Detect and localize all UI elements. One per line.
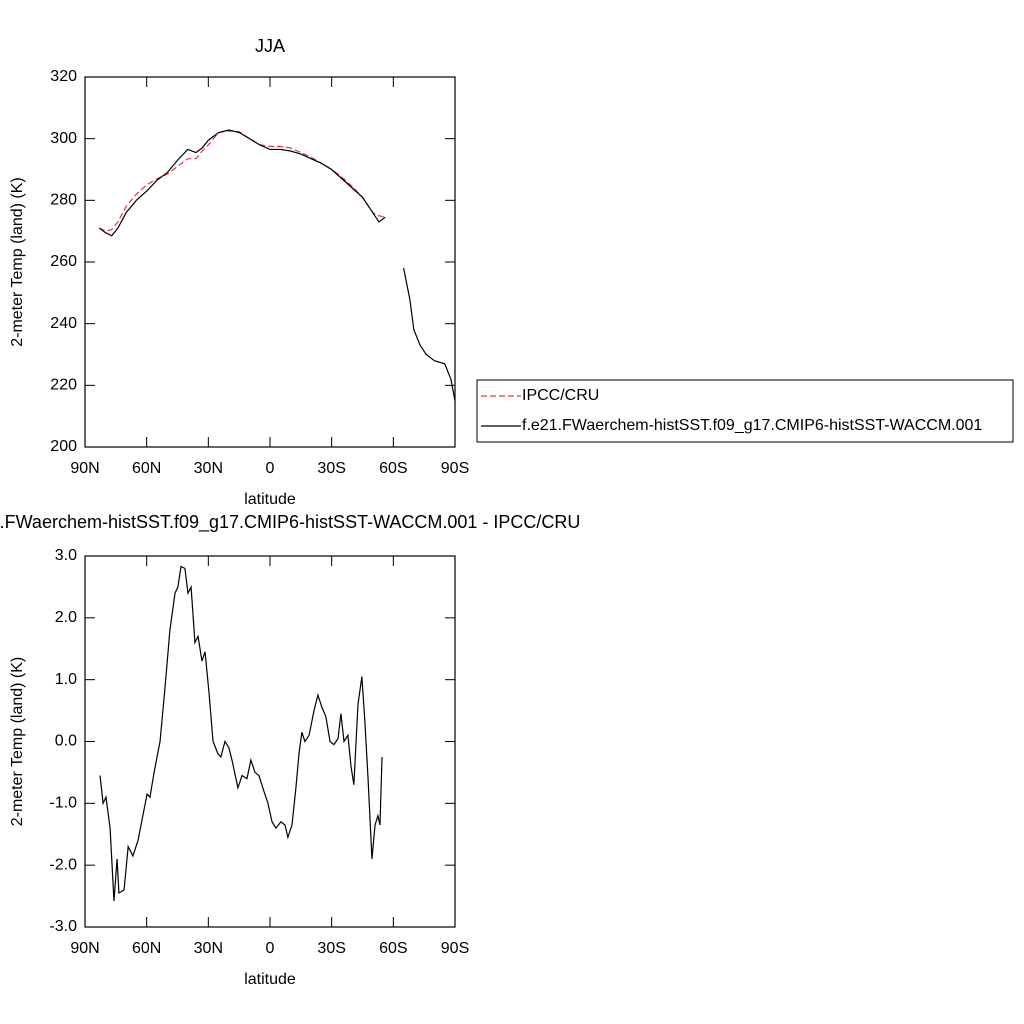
y-tick-label: 220 — [50, 377, 77, 394]
y-tick-label: 300 — [50, 130, 77, 147]
x-tick-label: 90N — [70, 940, 99, 957]
x-tick-label: 60S — [379, 940, 407, 957]
y-tick-label: 1.0 — [55, 671, 77, 688]
legend-box — [476, 379, 1014, 443]
x-tick-label: 0 — [266, 460, 275, 477]
y-tick-label: 320 — [50, 68, 77, 85]
data-line — [99, 130, 386, 232]
plot-frame — [84, 76, 456, 448]
x-tick-label: 60N — [132, 460, 161, 477]
x-axis-label: latitude — [244, 971, 296, 988]
x-tick-label: 30N — [194, 940, 223, 957]
x-tick-label: 0 — [266, 940, 275, 957]
x-tick-label: 90S — [441, 940, 469, 957]
x-tick-label: 90N — [70, 460, 99, 477]
x-tick-label: 90S — [441, 460, 469, 477]
plot-frame — [84, 555, 456, 928]
y-axis-label: 2-meter Temp (land) (K) — [9, 177, 26, 347]
x-tick-label: 60S — [379, 460, 407, 477]
data-line — [99, 565, 383, 902]
legend-label: f.e21.FWaerchem-histSST.f09_g17.CMIP6-hi… — [522, 417, 982, 434]
y-tick-label: -1.0 — [49, 795, 77, 812]
x-tick-label: 30S — [317, 940, 345, 957]
x-tick-label: 30S — [317, 460, 345, 477]
data-line — [99, 129, 456, 401]
chart-title: JJA — [255, 36, 285, 56]
chart-title: f.e21.FWaerchem-histSST.f09_g17.CMIP6-hi… — [0, 512, 580, 533]
y-tick-label: 280 — [50, 192, 77, 209]
y-tick-label: 2.0 — [55, 609, 77, 626]
y-tick-label: -3.0 — [49, 918, 77, 935]
y-tick-label: 3.0 — [55, 547, 77, 564]
y-tick-label: -2.0 — [49, 856, 77, 873]
x-axis-label: latitude — [244, 491, 296, 508]
x-tick-label: 60N — [132, 940, 161, 957]
y-tick-label: 200 — [50, 438, 77, 455]
y-tick-label: 0.0 — [55, 733, 77, 750]
y-tick-label: 260 — [50, 253, 77, 270]
y-axis-label: 2-meter Temp (land) (K) — [9, 657, 26, 827]
x-tick-label: 30N — [194, 460, 223, 477]
legend-label: IPCC/CRU — [522, 387, 599, 404]
y-tick-label: 240 — [50, 315, 77, 332]
